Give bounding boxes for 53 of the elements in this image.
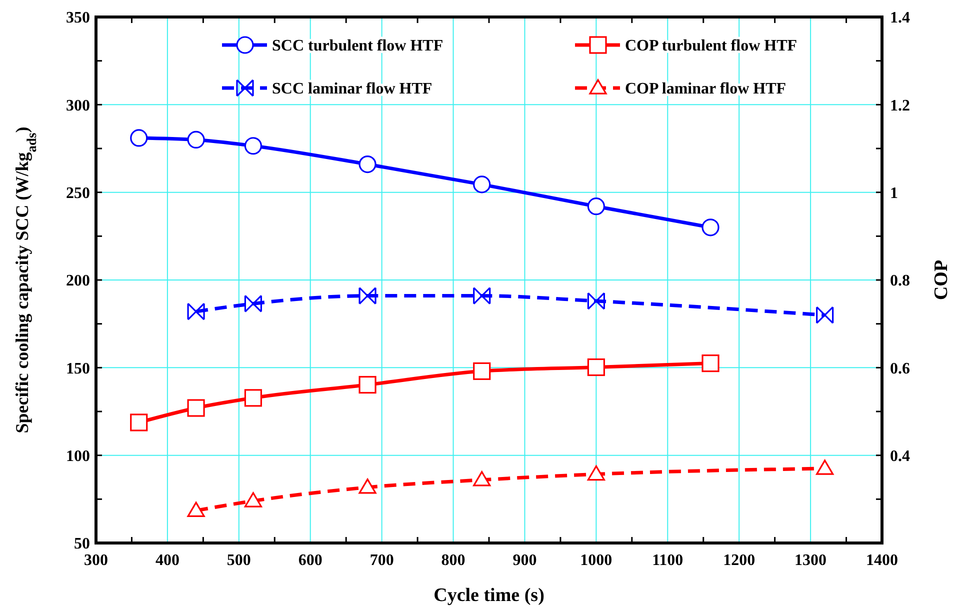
y-tick-label: 50: [74, 536, 90, 553]
x-tick-label: 300: [84, 552, 108, 569]
y2-tick-label: 1.2: [890, 97, 910, 114]
point: [587, 292, 605, 310]
point: [587, 358, 605, 376]
point: [358, 286, 376, 305]
x-tick-label: 1400: [866, 552, 898, 569]
point: [473, 176, 491, 194]
y-tick-label: 100: [66, 448, 90, 465]
x-tick-label: 800: [441, 552, 466, 569]
point: [473, 286, 491, 305]
y-tick-label: 250: [66, 184, 90, 202]
y2-tick-label: 0.6: [890, 360, 910, 378]
point: [358, 376, 376, 394]
x-tick-label: 400: [155, 552, 180, 569]
point: [473, 471, 491, 486]
point: [702, 354, 720, 372]
y-tick-label: 300: [66, 97, 90, 114]
point: [244, 492, 262, 508]
x-axis-title: Cycle time (s): [434, 585, 544, 606]
point: [816, 306, 834, 324]
x-tick-label: 1300: [794, 552, 827, 569]
point: [130, 414, 148, 432]
point: [358, 478, 376, 494]
point: [187, 399, 205, 417]
point: [702, 218, 720, 236]
point: [187, 502, 205, 517]
x-tick-label: 1200: [723, 552, 756, 569]
y2-tick-label: 1.4: [890, 10, 910, 27]
y-tick-label: 200: [66, 272, 90, 290]
x-tick-label: 1100: [652, 552, 684, 569]
point: [187, 130, 205, 149]
point: [187, 302, 205, 320]
point: [587, 198, 605, 216]
y-tick-label: 150: [66, 360, 90, 378]
point: [473, 362, 491, 380]
x-tick-label: 600: [298, 552, 322, 569]
y2-tick-label: 0.8: [890, 272, 910, 290]
y-tick-label: 350: [66, 10, 90, 27]
y2-axis-title: COP: [931, 260, 952, 300]
y2-tick-label: 1: [890, 184, 898, 202]
x-tick-label: 700: [370, 552, 394, 569]
y2-tick-label: 0.4: [890, 448, 910, 465]
point: [244, 389, 262, 407]
point: [130, 129, 148, 147]
x-tick-label: 1000: [580, 552, 612, 569]
x-tick-label: 500: [226, 552, 251, 569]
x-tick-label: 900: [512, 552, 537, 569]
point: [358, 155, 376, 174]
point: [244, 137, 262, 155]
point: [816, 460, 834, 475]
point: [587, 465, 605, 481]
point: [244, 294, 262, 312]
